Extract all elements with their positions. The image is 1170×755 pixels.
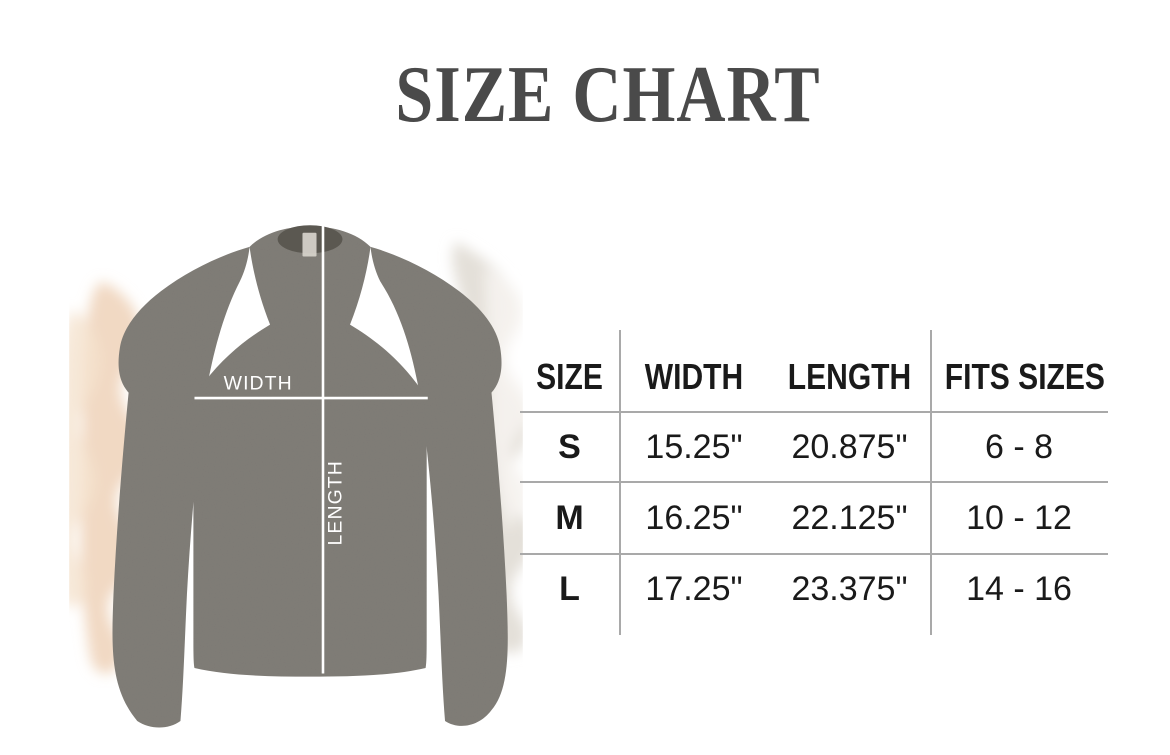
svg-text:WIDTH: WIDTH xyxy=(224,372,293,394)
svg-text:LENGTH: LENGTH xyxy=(324,460,346,545)
